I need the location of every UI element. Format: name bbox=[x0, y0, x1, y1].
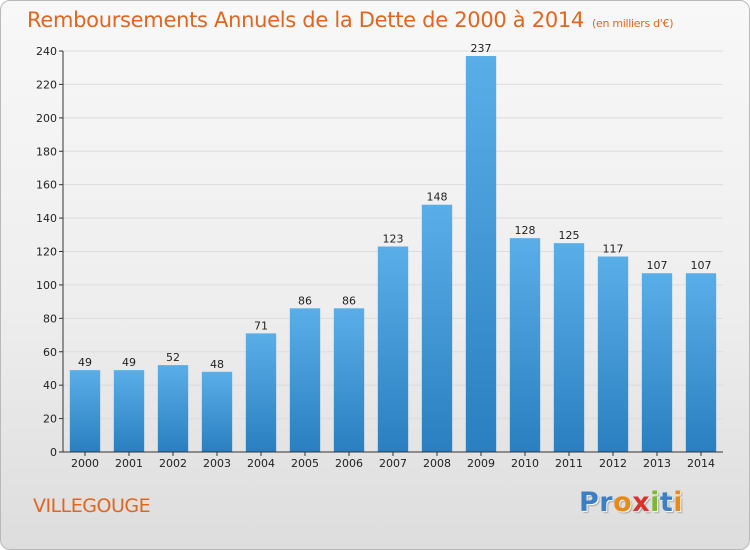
bars: 49 49 52 48 71 86 86 123 148 237 128 125 117 107 107 bbox=[69, 42, 717, 452]
logo-letter: i bbox=[673, 487, 684, 518]
chart-unit: (en milliers d'€) bbox=[592, 17, 674, 30]
data-label-2011: 125 bbox=[559, 229, 580, 242]
bar-2005 bbox=[289, 308, 321, 452]
bar-2012 bbox=[597, 256, 629, 452]
data-label-2007: 123 bbox=[383, 232, 404, 245]
y-tick-label: 40 bbox=[43, 379, 57, 392]
y-tick-label: 180 bbox=[36, 145, 57, 158]
x-tick-label-2014: 2014 bbox=[687, 457, 715, 470]
y-tick-label: 120 bbox=[36, 246, 57, 259]
x-tick-label-2009: 2009 bbox=[467, 457, 495, 470]
axes: 0 20 40 60 80 100 120 140 160 180 200 220 240 2000 200… bbox=[36, 45, 723, 470]
x-tick-label-2007: 2007 bbox=[379, 457, 407, 470]
y-tick-label: 240 bbox=[36, 45, 57, 58]
bar-2011 bbox=[553, 243, 585, 452]
x-tick-label-2013: 2013 bbox=[643, 457, 671, 470]
bar-2007 bbox=[377, 246, 409, 452]
bar-2013 bbox=[641, 273, 673, 452]
logo-letter: x bbox=[632, 487, 651, 518]
x-tick-label-2001: 2001 bbox=[115, 457, 143, 470]
data-label-2004: 71 bbox=[254, 319, 268, 332]
data-label-2009: 237 bbox=[471, 42, 492, 55]
bar-2003 bbox=[201, 371, 233, 452]
y-tick-label: 20 bbox=[43, 413, 57, 426]
proxiti-logo: Proxiti bbox=[579, 487, 683, 518]
data-label-2006: 86 bbox=[342, 294, 356, 307]
y-tick-label: 80 bbox=[43, 312, 57, 325]
x-tick-label-2011: 2011 bbox=[555, 457, 583, 470]
x-tick-label-2000: 2000 bbox=[71, 457, 99, 470]
bar-2004 bbox=[245, 333, 277, 452]
chart-title-text: Remboursements Annuels de la Dette de 20… bbox=[27, 8, 584, 32]
data-label-2012: 117 bbox=[603, 243, 624, 256]
data-label-2010: 128 bbox=[515, 224, 536, 237]
data-label-2002: 52 bbox=[166, 351, 180, 364]
logo-letter: r bbox=[599, 487, 614, 518]
bar-2009 bbox=[465, 56, 497, 452]
data-label-2003: 48 bbox=[210, 358, 224, 371]
logo-letter: i bbox=[650, 487, 660, 518]
x-tick-label-2005: 2005 bbox=[291, 457, 319, 470]
data-label-2005: 86 bbox=[298, 294, 312, 307]
x-tick-label-2012: 2012 bbox=[599, 457, 627, 470]
x-tick-label-2003: 2003 bbox=[203, 457, 231, 470]
y-tick-label: 60 bbox=[43, 346, 57, 359]
data-label-2001: 49 bbox=[122, 356, 136, 369]
bar-2001 bbox=[113, 370, 145, 452]
y-tick-label: 200 bbox=[36, 112, 57, 125]
bar-2010 bbox=[509, 238, 541, 452]
bar-2008 bbox=[421, 204, 453, 452]
y-tick-label: 160 bbox=[36, 179, 57, 192]
data-label-2008: 148 bbox=[427, 191, 448, 204]
logo-letter: t bbox=[659, 487, 674, 518]
y-tick-label: 220 bbox=[36, 78, 57, 91]
y-tick-label: 100 bbox=[36, 279, 57, 292]
bar-2014 bbox=[685, 273, 717, 452]
y-tick-label: 0 bbox=[50, 446, 57, 459]
chart-title: Remboursements Annuels de la Dette de 20… bbox=[27, 8, 673, 32]
x-tick-label-2004: 2004 bbox=[247, 457, 275, 470]
x-tick-label-2002: 2002 bbox=[159, 457, 187, 470]
logo-letter: P bbox=[579, 487, 600, 518]
bar-2006 bbox=[333, 308, 365, 452]
data-label-2013: 107 bbox=[647, 259, 668, 272]
logo-letter: o bbox=[613, 487, 633, 518]
commune-name: VILLEGOUGE bbox=[33, 495, 151, 517]
bar-2000 bbox=[69, 370, 101, 452]
data-label-2014: 107 bbox=[691, 259, 712, 272]
x-tick-label-2010: 2010 bbox=[511, 457, 539, 470]
y-tick-label: 140 bbox=[36, 212, 57, 225]
x-tick-label-2006: 2006 bbox=[335, 457, 363, 470]
data-label-2000: 49 bbox=[78, 356, 92, 369]
bar-2002 bbox=[157, 365, 189, 452]
x-tick-label-2008: 2008 bbox=[423, 457, 451, 470]
